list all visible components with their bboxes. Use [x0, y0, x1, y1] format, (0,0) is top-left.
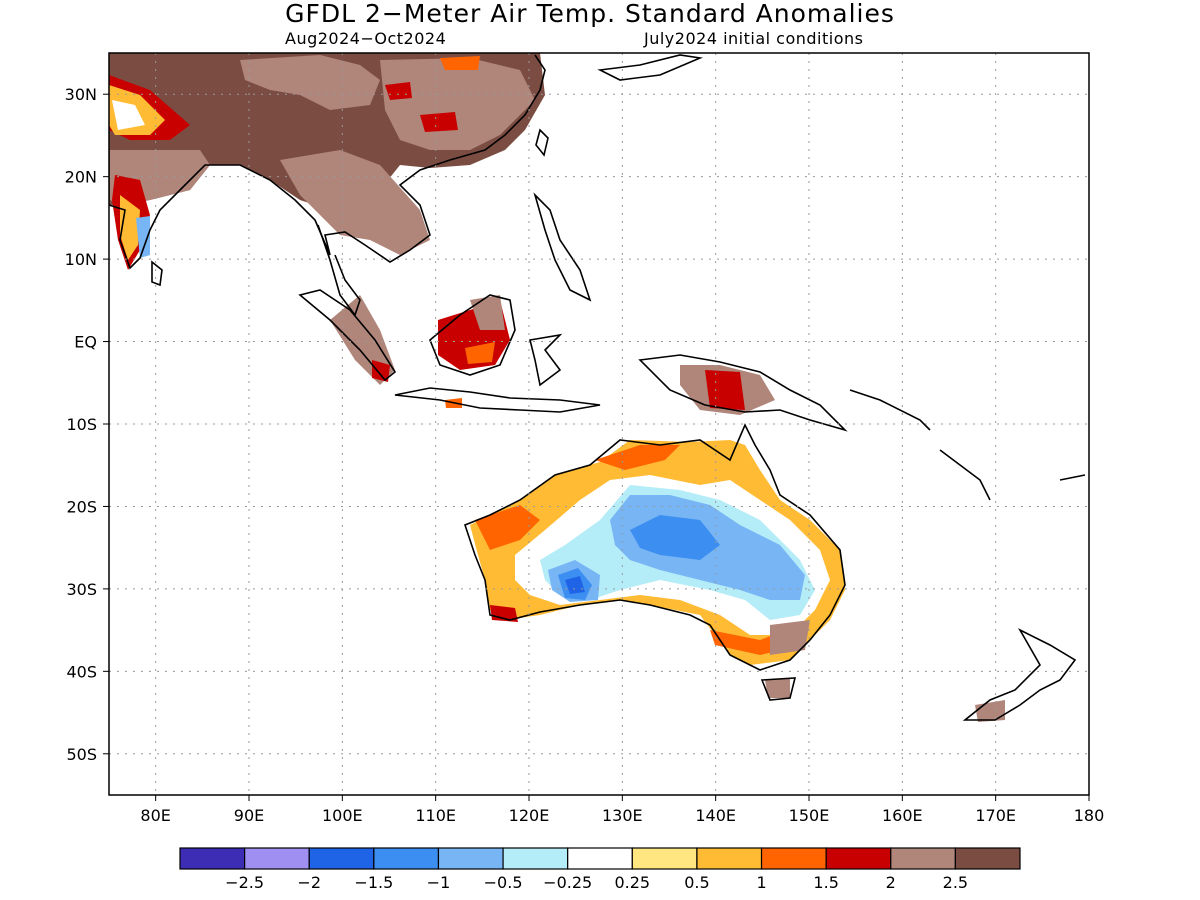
asia-hot-spot — [420, 112, 458, 132]
colorbar-swatch — [502, 847, 569, 870]
lat-label: 50S — [66, 745, 97, 764]
lon-label: 120E — [509, 806, 550, 825]
borneo — [429, 294, 516, 376]
colorbar-swatch — [308, 847, 375, 870]
lat-label: 20S — [66, 497, 97, 516]
lon-label: 140E — [695, 806, 736, 825]
borneo-warm — [465, 342, 495, 364]
lon-label: 130E — [602, 806, 643, 825]
colorbar-label: −2.5 — [225, 873, 264, 892]
java — [394, 387, 601, 413]
tasmania-anomaly — [765, 678, 790, 698]
lat-label: 10S — [66, 415, 97, 434]
japan — [597, 54, 703, 81]
lon-label: 160E — [882, 806, 923, 825]
colorbar-label: 1.5 — [813, 873, 838, 892]
lat-label: 10N — [65, 250, 97, 269]
colorbar-label: −1.5 — [354, 873, 393, 892]
new-zealand-anomaly — [975, 700, 1005, 722]
lon-label: 80E — [140, 806, 170, 825]
australia-sw-hot — [490, 605, 518, 622]
colorbar-swatch — [437, 847, 504, 870]
longitude-labels: 80E 90E 100E 110E 120E 130E 140E 150E 160E 170E 18… — [140, 795, 1104, 825]
lat-label: 30S — [66, 580, 97, 599]
australia-colder — [630, 515, 720, 560]
lon-label: 110E — [415, 806, 456, 825]
lat-label: 40S — [66, 662, 97, 681]
new-guinea — [638, 354, 848, 432]
colorbar-swatch — [825, 847, 892, 870]
australia-coldest — [565, 576, 585, 594]
lon-label: 90E — [234, 806, 264, 825]
colorbar-label: −2 — [297, 873, 321, 892]
philippines — [533, 192, 592, 302]
taiwan — [535, 128, 549, 157]
forecast-period: Aug2024−Oct2024 — [285, 29, 447, 48]
colorbar-swatch — [631, 847, 698, 870]
lat-label: 20N — [65, 168, 97, 187]
asia-hot-spot — [440, 56, 480, 70]
colorbar-label: 2 — [886, 873, 896, 892]
anomaly-fields — [109, 53, 1005, 722]
latitude-labels: 30N 20N 10N EQ 10S 20S 30S 40S 50S — [65, 85, 109, 764]
colorbar-swatch — [567, 847, 633, 870]
colorbar-label: 0.25 — [614, 873, 650, 892]
lon-label: 170E — [975, 806, 1016, 825]
coastlines — [109, 54, 1086, 721]
india-cool — [136, 216, 150, 258]
asia-anomaly-light — [240, 55, 380, 110]
asia-coast — [109, 54, 546, 270]
new-zealand — [962, 628, 1077, 721]
sri-lanka — [151, 260, 163, 287]
tasmania — [760, 677, 797, 701]
arabia-neutral — [112, 100, 145, 130]
colorbar-swatch — [373, 847, 440, 870]
colorbar-label: −1 — [427, 873, 451, 892]
colorbar-swatch — [179, 847, 246, 870]
colorbar-swatch — [696, 847, 763, 870]
lat-label: EQ — [74, 333, 97, 352]
asia-anomaly-light — [380, 58, 535, 150]
gridlines — [109, 53, 1089, 795]
colorbar-swatch — [890, 847, 956, 870]
asia-hot-spot — [385, 82, 412, 100]
sumatra-hot — [372, 360, 390, 382]
australia-hot-edge — [475, 505, 540, 550]
map-title: GFDL 2−Meter Air Temp. Standard Anomalie… — [285, 0, 895, 28]
australia-hot-edge — [595, 445, 680, 470]
lat-label: 30N — [65, 85, 97, 104]
new-guinea-hot — [705, 370, 745, 410]
colorbar — [179, 847, 1021, 870]
sumatra — [298, 289, 397, 382]
australia — [464, 423, 846, 671]
australia-se-anomaly — [770, 620, 810, 655]
colorbar-label: 1 — [756, 873, 766, 892]
lon-label: 180 — [1074, 806, 1105, 825]
initial-conditions: July2024 initial conditions — [644, 29, 864, 48]
sulawesi — [529, 333, 563, 387]
colorbar-label: 2.5 — [943, 873, 968, 892]
colorbar-swatch — [760, 847, 827, 870]
colorbar-swatch — [954, 847, 1021, 870]
colorbar-label: −0.25 — [543, 873, 592, 892]
colorbar-label: −0.5 — [484, 873, 523, 892]
colorbar-swatch — [244, 847, 310, 870]
borneo-anomaly-light — [470, 295, 505, 330]
colorbar-label: 0.5 — [684, 873, 709, 892]
pacific-islands — [849, 389, 1086, 501]
lon-label: 100E — [322, 806, 363, 825]
lon-label: 150E — [789, 806, 830, 825]
colorbar-labels: −2.5 −2 −1.5 −1 −0.5 −0.25 0.25 0.5 1 1.5 2 2.5 — [225, 873, 968, 892]
